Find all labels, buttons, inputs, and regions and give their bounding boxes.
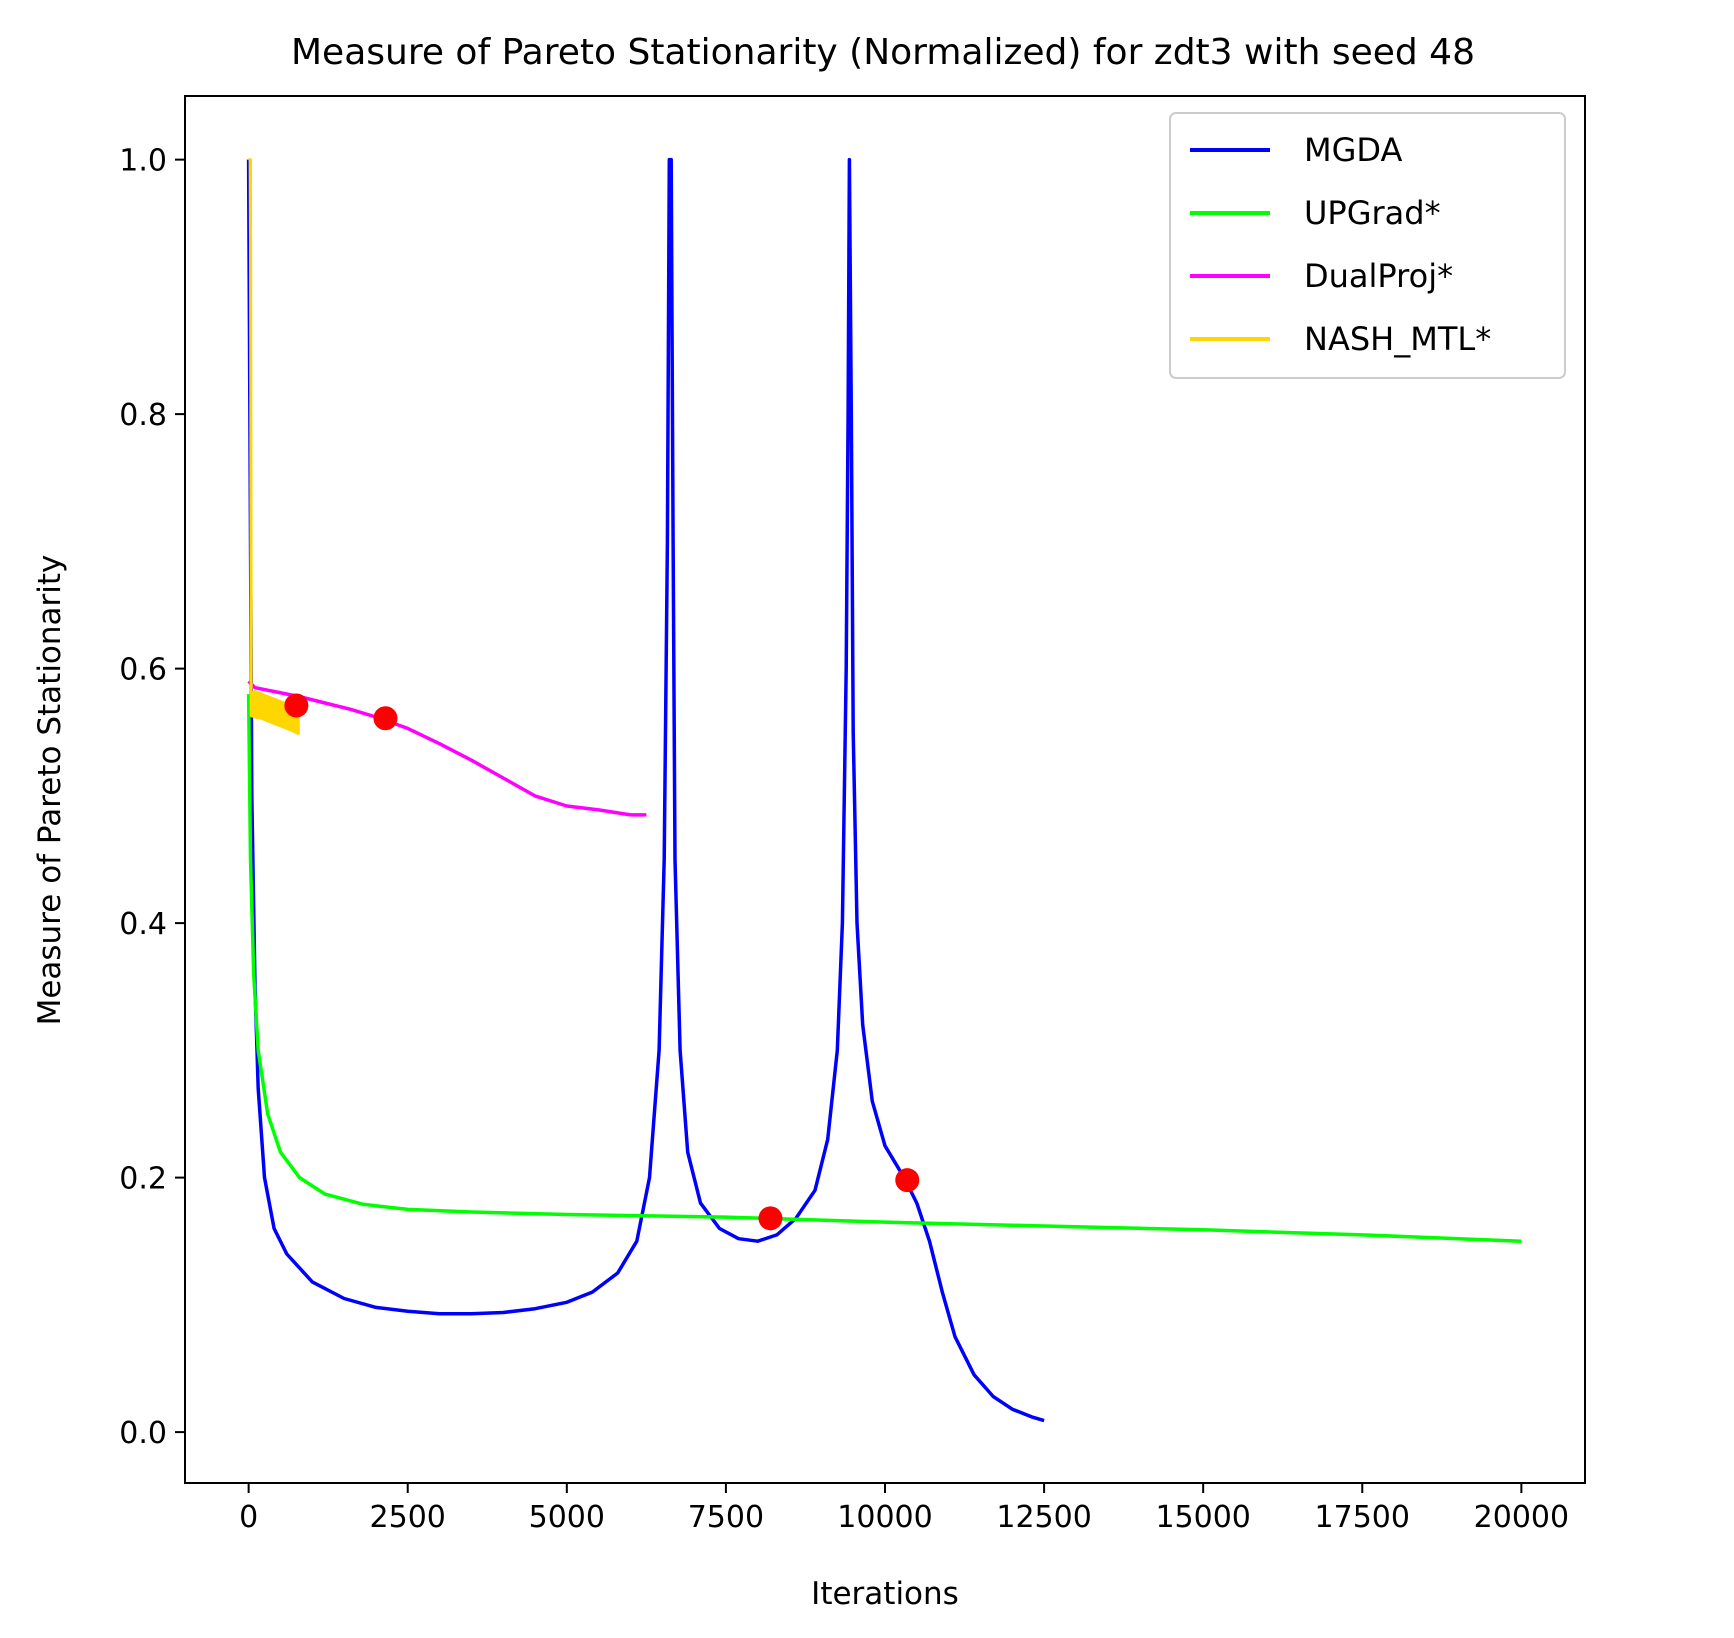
- chart-title: Measure of Pareto Stationarity (Normaliz…: [291, 32, 1475, 73]
- legend-label: UPGrad*: [1304, 194, 1441, 232]
- x-axis-title: Iterations: [811, 1576, 959, 1612]
- y-tick-label: 0.2: [119, 1162, 167, 1197]
- highlight-marker: [284, 693, 309, 718]
- y-tick-label: 1.0: [119, 144, 167, 179]
- x-tick-label: 15000: [1155, 1500, 1250, 1535]
- x-tick-label: 7500: [688, 1500, 764, 1535]
- marker-layer: [284, 693, 920, 1231]
- y-tick-label: 0.0: [119, 1416, 167, 1451]
- series-line-mgda: [246, 157, 1045, 1423]
- highlight-marker: [895, 1168, 920, 1193]
- x-tick-label: 5000: [529, 1500, 605, 1535]
- highlight-marker: [373, 706, 398, 731]
- legend-label: NASH_MTL*: [1304, 320, 1491, 358]
- x-tick-label: 2500: [370, 1500, 446, 1535]
- x-axis: 0 2500 5000 7500 10000 12500 15000 17500 20000: [239, 1483, 1569, 1535]
- x-tick-label: 17500: [1315, 1500, 1410, 1535]
- y-axis-title: Measure of Pareto Stationarity: [32, 555, 68, 1026]
- series-layer: [246, 157, 1522, 1423]
- y-tick-label: 0.8: [119, 398, 167, 433]
- legend-label: MGDA: [1304, 131, 1402, 169]
- series-line-upgrad: [246, 694, 1522, 1243]
- x-tick-label: 0: [239, 1500, 258, 1535]
- legend-label: DualProj*: [1304, 257, 1453, 295]
- legend: MGDA UPGrad* DualProj* NASH_MTL*: [1169, 112, 1566, 379]
- highlight-marker: [758, 1206, 783, 1231]
- y-tick-label: 0.6: [119, 653, 167, 688]
- y-tick-label: 0.4: [119, 907, 167, 942]
- plot-area: [246, 157, 1522, 1423]
- legend-box: [1169, 112, 1566, 379]
- x-tick-label: 10000: [837, 1500, 932, 1535]
- x-tick-label: 20000: [1474, 1500, 1569, 1535]
- series-line-dualproj: [247, 680, 647, 817]
- y-axis: 0.0 0.2 0.4 0.6 0.8 1.0: [119, 144, 185, 1451]
- x-tick-label: 12500: [996, 1500, 1091, 1535]
